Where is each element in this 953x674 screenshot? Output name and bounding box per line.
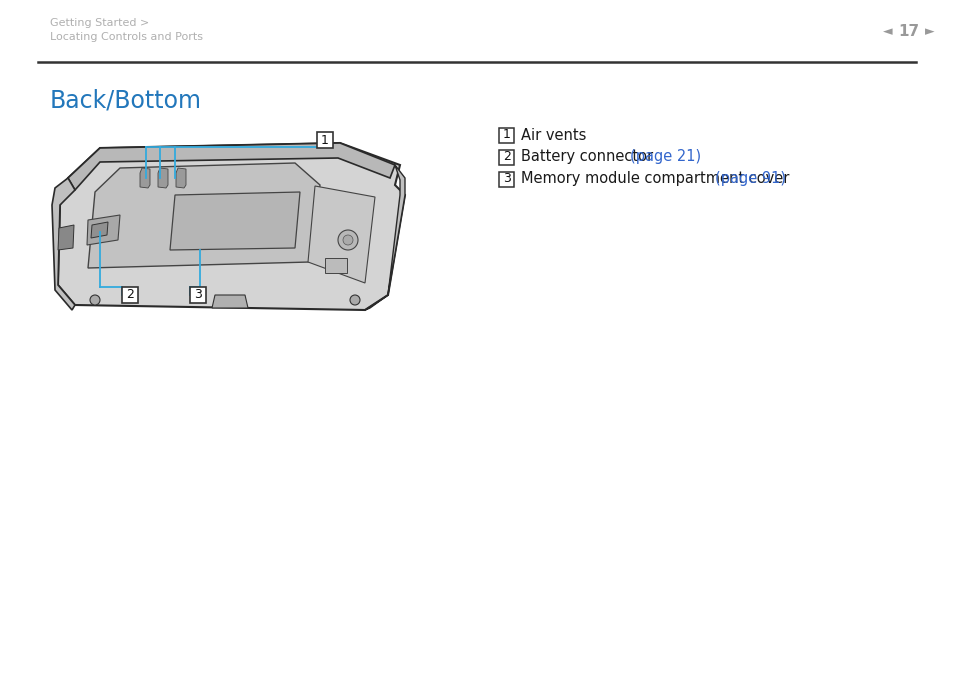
Text: (page 91): (page 91) [714, 171, 785, 187]
Polygon shape [52, 178, 75, 310]
Text: Locating Controls and Ports: Locating Controls and Ports [50, 32, 203, 42]
Text: ►: ► [924, 26, 934, 38]
Polygon shape [87, 215, 120, 245]
Polygon shape [212, 295, 248, 308]
Text: Air vents: Air vents [521, 127, 586, 142]
Polygon shape [88, 163, 319, 268]
Text: Back/Bottom: Back/Bottom [50, 88, 202, 112]
FancyBboxPatch shape [122, 287, 138, 303]
Circle shape [350, 295, 359, 305]
Polygon shape [91, 222, 108, 238]
Polygon shape [365, 165, 405, 310]
Circle shape [337, 230, 357, 250]
Polygon shape [308, 186, 375, 283]
Text: (page 21): (page 21) [630, 150, 700, 164]
Polygon shape [158, 168, 168, 188]
Polygon shape [170, 192, 299, 250]
Text: Getting Started >: Getting Started > [50, 18, 149, 28]
Text: 2: 2 [126, 288, 133, 301]
Text: 1: 1 [321, 133, 329, 146]
Circle shape [90, 295, 100, 305]
Text: 2: 2 [502, 150, 511, 164]
FancyBboxPatch shape [190, 287, 206, 303]
FancyBboxPatch shape [499, 127, 514, 142]
Text: Battery connector: Battery connector [521, 150, 658, 164]
Circle shape [343, 235, 353, 245]
FancyBboxPatch shape [499, 171, 514, 187]
Text: 17: 17 [898, 24, 919, 40]
Text: ◄: ◄ [882, 26, 892, 38]
Polygon shape [140, 168, 150, 188]
Text: 1: 1 [502, 129, 511, 142]
Text: Memory module compartment cover: Memory module compartment cover [521, 171, 794, 187]
Polygon shape [175, 168, 186, 188]
Text: 3: 3 [193, 288, 202, 301]
Text: 3: 3 [502, 173, 511, 185]
FancyBboxPatch shape [316, 132, 333, 148]
Polygon shape [68, 143, 395, 190]
Polygon shape [58, 143, 405, 310]
FancyBboxPatch shape [499, 150, 514, 164]
Polygon shape [58, 225, 74, 250]
FancyBboxPatch shape [325, 258, 347, 273]
